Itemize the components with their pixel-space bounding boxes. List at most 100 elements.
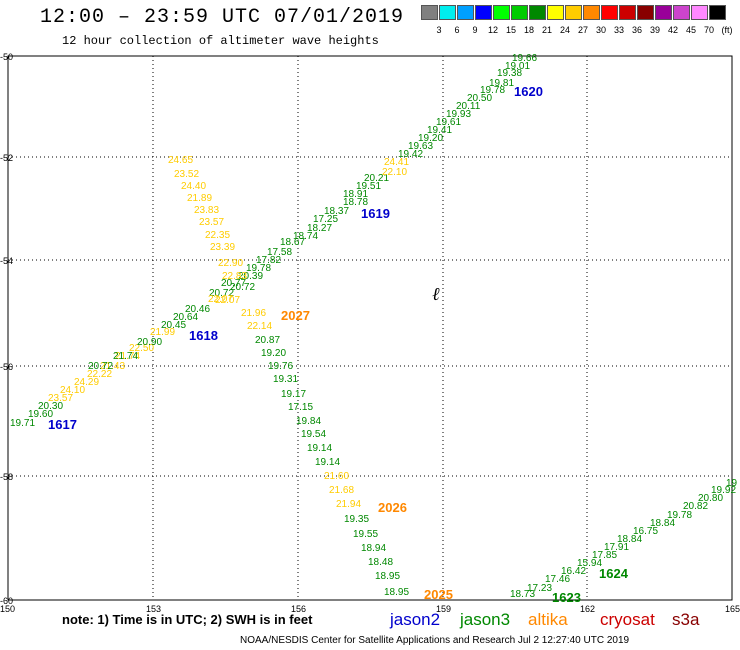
- page-subtitle: 12 hour collection of altimeter wave hei…: [62, 34, 379, 48]
- swh-value: 21.99: [150, 327, 175, 338]
- swh-value: 23.39: [210, 242, 235, 253]
- swh-value: 21.74: [113, 351, 138, 362]
- swh-value: 20.50: [467, 93, 492, 104]
- swh-value: 16.75: [633, 526, 658, 537]
- pass-label: 1623: [552, 590, 581, 605]
- pass-label: 1617: [48, 417, 77, 432]
- scale-swatch: [529, 5, 546, 20]
- swh-value: 19.41: [427, 125, 452, 136]
- scale-swatch: [565, 5, 582, 20]
- scale-label: 12: [487, 25, 498, 35]
- scale-swatch: [421, 5, 438, 20]
- swh-value: 18.48: [368, 557, 393, 568]
- scale-swatch: [619, 5, 636, 20]
- y-tick-label: -60: [0, 596, 13, 606]
- swh-value: 17.23: [527, 583, 552, 594]
- swh-value: 22.14: [247, 321, 272, 332]
- scale-swatch: [691, 5, 708, 20]
- satellite-jason2: jason2: [390, 610, 441, 629]
- swh-value: 19.38: [497, 68, 522, 79]
- x-tick-label: 153: [146, 604, 161, 614]
- scale-swatch: [583, 5, 600, 20]
- swh-value: 22.35: [205, 230, 230, 241]
- swh-value: 20.64: [173, 312, 198, 323]
- footer-note: note: 1) Time is in UTC; 2) SWH is in fe…: [62, 612, 313, 627]
- scale-swatch: [655, 5, 672, 20]
- swh-value: 20.11: [456, 101, 481, 112]
- satellite-cryosat: cryosat: [600, 610, 655, 629]
- scale-swatch: [475, 5, 492, 20]
- swh-value: 22.07: [215, 295, 240, 306]
- swh-value: 20.45: [161, 320, 186, 331]
- y-tick-label: -54: [0, 256, 13, 266]
- swh-value: 19.71: [10, 418, 35, 429]
- swh-value: 17.58: [267, 247, 292, 258]
- scale-label: 3: [436, 25, 442, 35]
- swh-value: 19.01: [505, 61, 530, 72]
- scale-label: 45: [685, 25, 696, 35]
- x-tick-label: 150: [0, 604, 15, 614]
- scale-unit: (ft): [721, 25, 733, 35]
- swh-value: 19.31: [273, 374, 298, 385]
- swh-value: 18.74: [293, 231, 318, 242]
- x-tick-label: 156: [291, 604, 306, 614]
- swh-value: 19.14: [315, 457, 340, 468]
- swh-value: 22.22: [87, 369, 112, 380]
- scale-label: 24: [559, 25, 570, 35]
- swh-value: 17.15: [288, 402, 313, 413]
- scale-swatch: [637, 5, 654, 20]
- swh-value: 24.40: [181, 181, 206, 192]
- scale-label: 18: [523, 25, 534, 35]
- swh-value: 18.94: [361, 543, 386, 554]
- scale-label: 30: [595, 25, 606, 35]
- swh-value: 19.54: [301, 429, 326, 440]
- swh-value: 20.90: [137, 337, 162, 348]
- swh-value: 20.46: [185, 304, 210, 315]
- swh-value: 18.95: [375, 571, 400, 582]
- swh-value: 24.65: [168, 155, 193, 166]
- swh-value: 23.57: [48, 393, 73, 404]
- swh-value: 21.74: [115, 351, 140, 362]
- scale-swatch: [493, 5, 510, 20]
- swh-value: 18.84: [617, 534, 642, 545]
- swh-value: 19.55: [353, 529, 378, 540]
- swh-value: 19.20: [261, 348, 286, 359]
- swh-value: 22.83: [222, 271, 247, 282]
- swh-value: 19.78: [480, 85, 505, 96]
- swh-value: 19.93: [446, 109, 471, 120]
- pass-label: 1618: [189, 328, 218, 343]
- scale-label: 70: [703, 25, 714, 35]
- scale-label: 42: [667, 25, 678, 35]
- swh-value: 24.10: [60, 385, 85, 396]
- pass-label: 1620: [514, 84, 543, 99]
- swh-value: 18.27: [307, 223, 332, 234]
- swh-value: 19.20: [418, 133, 443, 144]
- cursor-icon: ℓ: [432, 284, 440, 305]
- swh-value: 16.42: [561, 566, 586, 577]
- scale-swatch: [439, 5, 456, 20]
- swh-value: 20.87: [255, 335, 280, 346]
- swh-value: 19.78: [667, 510, 692, 521]
- scale-label: 6: [454, 25, 460, 35]
- scale-label: 39: [649, 25, 660, 35]
- swh-value: 19.92: [711, 485, 736, 496]
- swh-value: 19.17: [281, 389, 306, 400]
- swh-value: 22.10: [382, 167, 407, 178]
- swh-value: 20.82: [683, 501, 708, 512]
- pass-label: 2027: [281, 308, 310, 323]
- swh-value: 18.37: [324, 206, 349, 217]
- swh-value: 21.94: [336, 499, 361, 510]
- scale-label: 21: [541, 25, 552, 35]
- swh-value: 18.84: [650, 518, 675, 529]
- swh-value: 17.46: [545, 574, 570, 585]
- swh-value: 21.60: [324, 471, 349, 482]
- pass-label: 2026: [378, 500, 407, 515]
- page-title: 12:00 – 23:59 UTC 07/01/2019: [40, 6, 405, 29]
- scale-swatch: [547, 5, 564, 20]
- swh-value: 19: [726, 478, 738, 489]
- swh-value: 18.67: [280, 237, 305, 248]
- swh-value: 21.68: [329, 485, 354, 496]
- swh-value: 22.50: [129, 343, 154, 354]
- x-tick-label: 162: [580, 604, 595, 614]
